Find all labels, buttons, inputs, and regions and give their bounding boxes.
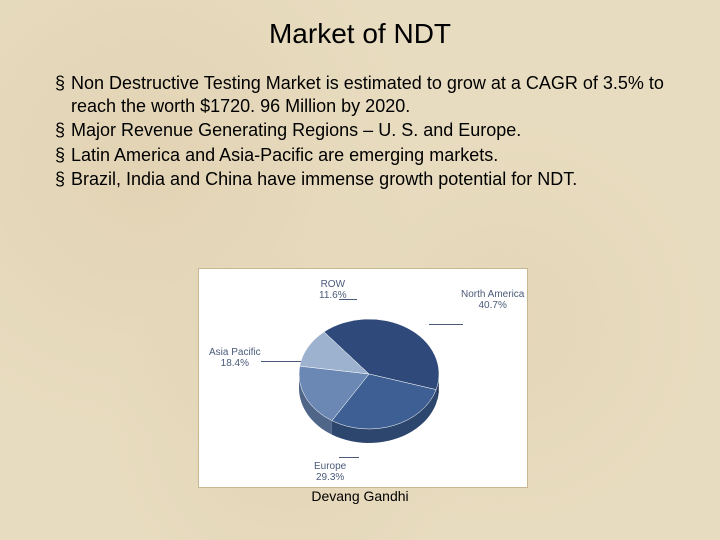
bullet-marker: § <box>55 72 65 117</box>
leader-line <box>339 299 357 300</box>
slice-label: ROW11.6% <box>319 279 347 301</box>
bullet-marker: § <box>55 119 65 142</box>
slice-label: North America40.7% <box>461 289 524 311</box>
page-title: Market of NDT <box>0 0 720 72</box>
slice-label-name: North America <box>461 289 524 300</box>
bullet-marker: § <box>55 168 65 191</box>
slice-label-percent: 29.3% <box>314 472 346 483</box>
slice-label-percent: 40.7% <box>461 300 524 311</box>
bullet-marker: § <box>55 144 65 167</box>
bullet-text: Major Revenue Generating Regions – U. S.… <box>71 119 665 142</box>
slice-label-name: ROW <box>319 279 347 290</box>
leader-line <box>429 324 463 325</box>
bullet-text: Latin America and Asia-Pacific are emerg… <box>71 144 665 167</box>
author-name: Devang Gandhi <box>0 488 720 504</box>
bullet-text: Non Destructive Testing Market is estima… <box>71 72 665 117</box>
pie-svg <box>294 304 444 459</box>
bullet-item: § Major Revenue Generating Regions – U. S… <box>55 119 665 142</box>
pie-chart: North America40.7% Europe29.3% Asia Pacifi… <box>198 268 528 488</box>
bullet-item: § Latin America and Asia-Pacific are emer… <box>55 144 665 167</box>
bullet-item: § Brazil, India and China have immense gr… <box>55 168 665 191</box>
slice-label-name: Europe <box>314 461 346 472</box>
slice-label: Europe29.3% <box>314 461 346 483</box>
bullet-item: §Non Destructive Testing Market is estim… <box>55 72 665 117</box>
bullet-list: §Non Destructive Testing Market is estim… <box>0 72 720 191</box>
slice-label-percent: 18.4% <box>209 358 261 369</box>
bullet-text: Brazil, India and China have immense gro… <box>71 168 665 191</box>
pie-container <box>294 304 444 444</box>
slice-label-name: Asia Pacific <box>209 347 261 358</box>
slice-label: Asia Pacific18.4% <box>209 347 261 369</box>
leader-line <box>339 457 359 458</box>
leader-line <box>261 361 301 362</box>
